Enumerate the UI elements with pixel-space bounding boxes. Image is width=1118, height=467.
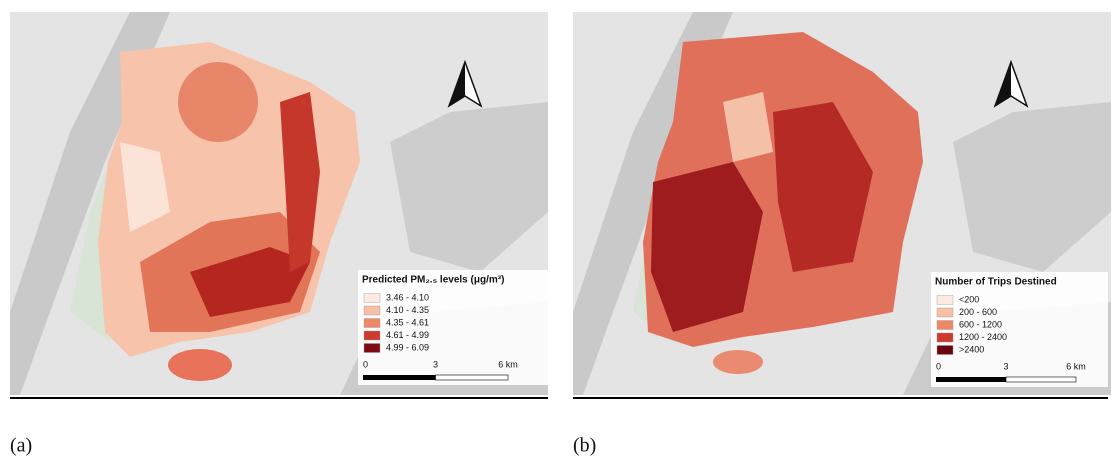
legend-swatch: [936, 345, 954, 355]
scale-label: 3: [433, 359, 438, 369]
scale-label: 0: [936, 361, 941, 371]
legend-swatch: [936, 320, 954, 330]
legend-swatch: [936, 332, 954, 343]
legend-label: <200: [959, 294, 979, 304]
legend-label: 3.46 - 4.10: [386, 292, 429, 302]
panel-label: (b): [573, 435, 596, 457]
legend-label: 600 - 1200: [959, 319, 1002, 329]
map-panel: Predicted PM₂.₅ levels (μg/m³) 3.46 - 4.1…: [10, 12, 548, 395]
scale-label: 6 km: [498, 359, 518, 369]
legend-swatch: [363, 293, 381, 303]
legend-label: 4.35 - 4.61: [386, 317, 429, 327]
scale-bar: [1005, 376, 1077, 383]
legend-label: 4.99 - 6.09: [386, 342, 429, 352]
legend-swatch: [363, 305, 381, 316]
legend-swatch: [363, 318, 381, 328]
legend-label: >2400: [959, 344, 984, 354]
legend-box: [931, 272, 1108, 387]
legend-title: Number of Trips Destined: [935, 277, 1057, 288]
scale-bar: [363, 375, 436, 380]
scale-bar: [936, 377, 1006, 382]
scale-label: 0: [363, 359, 368, 369]
legend-swatch: [936, 307, 954, 318]
scale-bar: [435, 374, 509, 381]
scale-label: 3: [1003, 361, 1008, 371]
legend-swatch: [936, 295, 954, 305]
legend-label: 4.61 - 4.99: [386, 330, 429, 340]
legend-swatch: [363, 330, 381, 341]
map-panel: Number of Trips Destined <200 200 - 600 600…: [573, 12, 1111, 395]
panel-label: (a): [10, 435, 32, 457]
legend-title: Predicted PM₂.₅ levels (μg/m³): [362, 275, 504, 286]
legend-box: [358, 270, 548, 385]
scale-label: 6 km: [1066, 361, 1086, 371]
legend-swatch: [363, 343, 381, 353]
legend-label: 200 - 600: [959, 307, 997, 317]
legend-label: 4.10 - 4.35: [386, 305, 429, 315]
legend-label: 1200 - 2400: [959, 332, 1007, 342]
